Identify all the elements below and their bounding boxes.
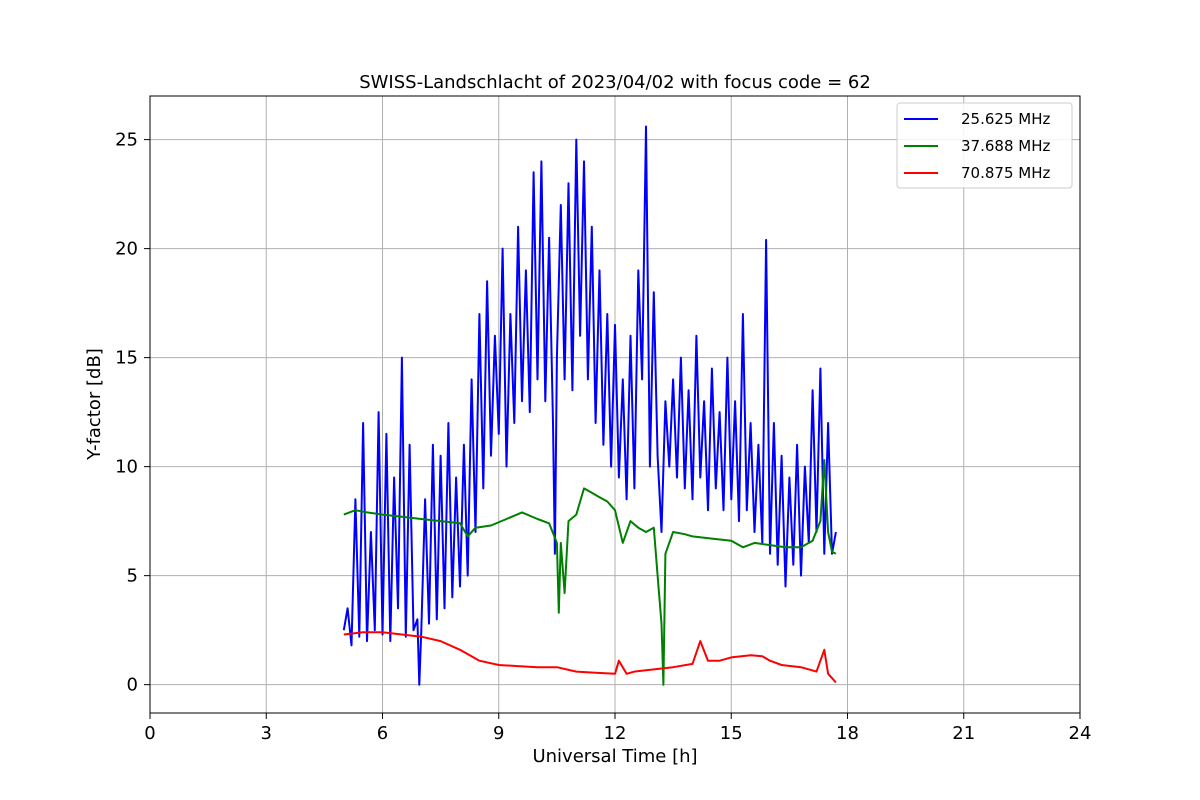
legend-label-2: 37.688 MHz [961,137,1050,155]
x-tick-label: 0 [144,723,155,744]
y-tick-label: 25 [115,130,138,151]
y-tick-label: 5 [127,566,138,587]
legend-box [896,102,1073,189]
y-tick-label: 10 [115,457,138,478]
x-tick-label: 24 [1069,723,1092,744]
x-tick-label: 21 [952,723,975,744]
series-line-3 [343,631,837,684]
series-line-1 [342,125,837,686]
legend: 25.625 MHz 37.688 MHz 70.875 MHz [896,102,1073,189]
axis-ticks: 0 3 6 9 12 15 18 21 24 0 5 10 15 20 25 [115,130,1091,744]
y-tick-label: 20 [115,239,138,260]
x-tick-label: 18 [836,723,859,744]
legend-label-3: 70.875 MHz [961,164,1050,182]
x-tick-label: 6 [377,723,388,744]
chart-title: SWISS-Landschlacht of 2023/04/02 with fo… [359,72,871,93]
legend-label-1: 25.625 MHz [961,110,1050,128]
y-axis-label: Y-factor [dB] [84,348,105,461]
plot-series [342,125,837,686]
series-line-2 [343,459,837,686]
x-tick-label: 15 [720,723,743,744]
y-tick-label: 0 [127,675,138,696]
x-tick-label: 3 [261,723,272,744]
x-axis-label: Universal Time [h] [532,746,697,767]
y-tick-label: 15 [115,348,138,369]
x-tick-label: 12 [604,723,627,744]
x-tick-label: 9 [493,723,504,744]
